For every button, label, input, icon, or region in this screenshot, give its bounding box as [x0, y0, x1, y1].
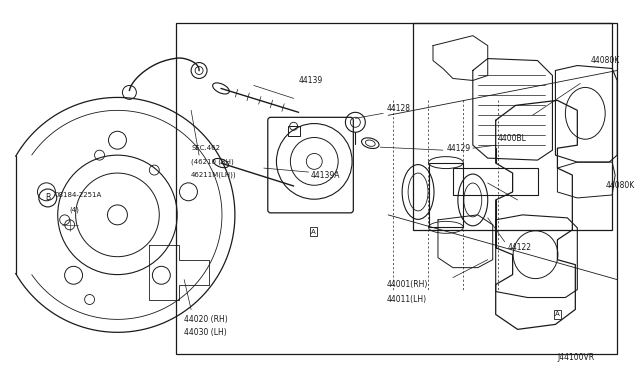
- Text: 44001(RH): 44001(RH): [386, 280, 428, 289]
- Text: 4400BL: 4400BL: [498, 134, 527, 143]
- Text: 44139: 44139: [299, 76, 323, 85]
- Text: SEC.462: SEC.462: [191, 145, 220, 151]
- Text: 44139A: 44139A: [310, 170, 340, 180]
- Text: A: A: [311, 229, 316, 235]
- Text: 44122: 44122: [508, 243, 532, 252]
- Text: J44100VR: J44100VR: [557, 353, 595, 362]
- Text: 44129: 44129: [447, 144, 471, 153]
- Text: 44011(LH): 44011(LH): [386, 295, 426, 304]
- Text: (4): (4): [70, 206, 79, 213]
- Text: 46211M(LH)): 46211M(LH)): [191, 172, 237, 178]
- Text: B: B: [45, 193, 51, 202]
- Text: (46210 (RH): (46210 (RH): [191, 159, 234, 166]
- Text: A: A: [555, 311, 560, 317]
- Bar: [176, 23, 617, 354]
- Text: 44080K: 44080K: [590, 56, 620, 65]
- Text: 08184-2251A: 08184-2251A: [55, 192, 102, 198]
- Text: 44128: 44128: [386, 104, 410, 113]
- Text: 44080K: 44080K: [605, 180, 634, 189]
- Bar: [453, 168, 538, 195]
- Text: 44030 (LH): 44030 (LH): [184, 328, 227, 337]
- FancyBboxPatch shape: [268, 117, 353, 213]
- Bar: [287, 126, 300, 136]
- Bar: [429, 163, 463, 227]
- Bar: [413, 23, 612, 230]
- Text: 44020 (RH): 44020 (RH): [184, 315, 228, 324]
